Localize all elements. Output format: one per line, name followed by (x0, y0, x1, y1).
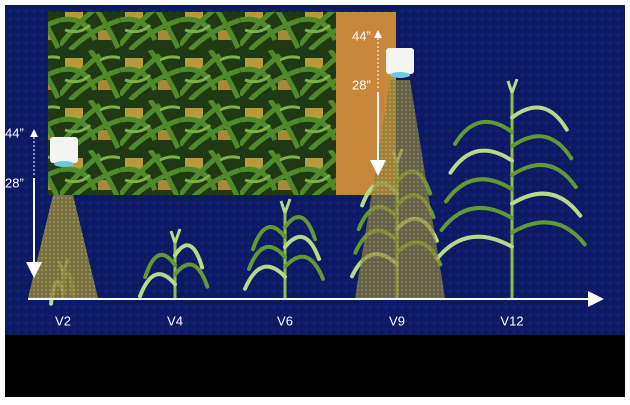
height-label: 28” (5, 175, 24, 190)
stage-label: V12 (500, 313, 523, 328)
page: 44” 28” 44” 28” V2V4V6V9V12 (() => { con… (0, 0, 630, 400)
height-label: 28” (352, 77, 371, 92)
stage-label: V9 (389, 313, 405, 328)
stage-label: V6 (277, 313, 293, 328)
stage-label: V4 (167, 313, 183, 328)
sensor-lens (54, 161, 74, 167)
sensor (386, 48, 414, 74)
footer-band (5, 335, 625, 397)
stage-label: V2 (55, 313, 71, 328)
height-label: 44” (352, 28, 371, 43)
sensor (50, 137, 78, 163)
height-label: 44” (5, 125, 24, 140)
field-photo (48, 12, 336, 195)
diagram: 44” 28” 44” 28” V2 V4 V6 V9 V12 (0, 0, 630, 400)
sensor-lens (390, 72, 410, 78)
